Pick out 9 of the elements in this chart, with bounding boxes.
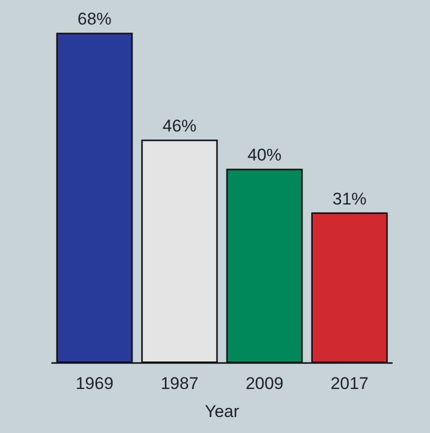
x-tick-label: 1969: [76, 374, 114, 393]
x-tick-label: 2009: [246, 374, 284, 393]
x-axis-title: Year: [204, 402, 240, 421]
data-label: 40%: [247, 146, 282, 165]
data-label: 46%: [162, 116, 197, 136]
data-label: 68%: [77, 10, 112, 29]
x-tick-label: 2017: [330, 374, 368, 393]
x-tick-label: 1987: [160, 374, 198, 393]
data-label: 31%: [332, 189, 367, 208]
